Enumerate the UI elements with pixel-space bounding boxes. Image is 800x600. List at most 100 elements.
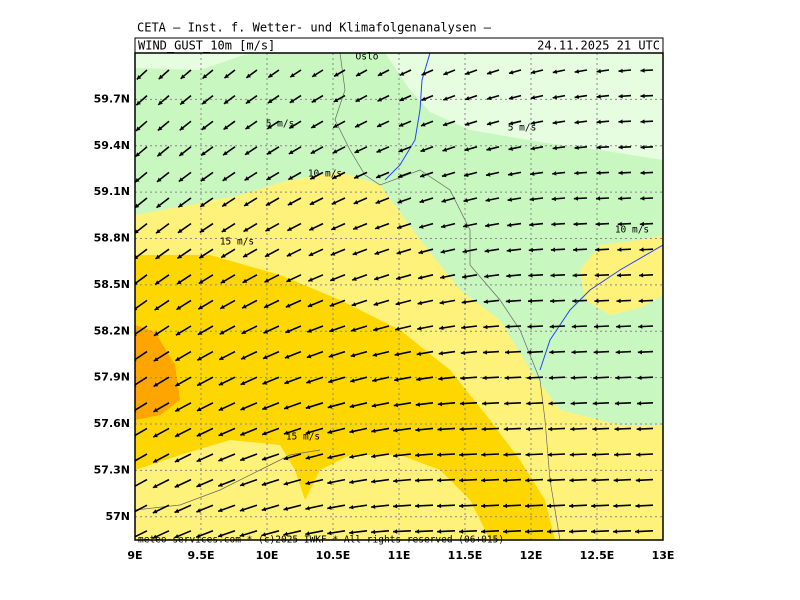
wind-arrow-head [617, 221, 622, 227]
contour-label: 5 m/s [266, 119, 295, 130]
wind-arrow-head [398, 122, 404, 127]
wind-arrow-head [399, 71, 405, 76]
wind-arrow-head [508, 171, 513, 177]
wind-arrow-head [328, 353, 334, 358]
wind-arrow-head [371, 529, 376, 535]
wind-arrow-head [503, 503, 508, 509]
wind-arrow-head [640, 144, 645, 150]
wind-arrow-head [396, 275, 401, 281]
wind-arrow-head [377, 97, 383, 102]
wind-arrow-head [283, 481, 289, 486]
wind-arrow-head [351, 302, 357, 307]
wind-arrow-head [179, 125, 185, 131]
wind-arrow-head [527, 298, 533, 304]
wind-arrow-head [551, 221, 556, 227]
wind-arrow-head [487, 95, 492, 101]
wind-arrow-head [569, 478, 574, 483]
wind-arrow-head [376, 174, 381, 179]
wind-arrow-head [371, 479, 376, 484]
wind-arrow-head [154, 331, 159, 336]
wind-arrow-head [637, 401, 642, 406]
wind-arrow-head [481, 478, 486, 483]
wind-arrow-head [219, 330, 225, 335]
wind-arrow-head [222, 176, 228, 181]
lat-tick-label: 57.6N [94, 417, 130, 430]
lat-tick-label: 59.4N [94, 139, 130, 152]
wind-arrow-head [377, 122, 382, 128]
wind-arrow-head [640, 119, 645, 124]
wind-arrow-head [197, 381, 202, 386]
wind-arrow-head [222, 202, 227, 207]
wind-arrow-head [592, 426, 597, 432]
wind-arrow-head [530, 95, 536, 100]
wind-arrow-head [596, 170, 601, 176]
wind-arrow-head [640, 68, 645, 73]
wind-arrow-head [240, 380, 246, 385]
wind-arrow-head [153, 458, 158, 463]
wind-arrow-head [552, 120, 558, 125]
wind-arrow-head [174, 508, 180, 513]
wind-arrow-head [420, 122, 426, 127]
wind-arrow-head [443, 96, 448, 101]
wind-arrow-head [415, 427, 420, 433]
wind-arrow-head [418, 249, 424, 255]
wind-arrow-head [421, 96, 427, 101]
wind-arrow-head [196, 533, 201, 538]
wind-arrow-head [375, 225, 380, 230]
wind-arrow-head [202, 99, 207, 105]
wind-arrow-head [485, 223, 490, 228]
wind-arrow-head [508, 120, 514, 126]
wind-arrow-shaft [135, 478, 148, 488]
contour-label: 5 m/s [508, 123, 537, 134]
wind-arrow-head [268, 73, 273, 78]
wind-arrow-head [482, 350, 488, 355]
contour-label: 15 m/s [220, 237, 254, 248]
wind-arrow-head [591, 478, 596, 483]
wind-arrow-head [437, 452, 442, 457]
wind-arrow-head [481, 503, 486, 509]
wind-arrow-head [244, 201, 249, 206]
wind-arrow-head [439, 325, 444, 331]
wind-arrow-head [639, 221, 645, 227]
wind-arrow-head [574, 170, 579, 176]
wind-arrow-head [327, 404, 333, 409]
wind-arrow-head [462, 249, 468, 254]
wind-arrow-head [442, 121, 448, 127]
wind-arrow-head [486, 146, 491, 152]
wind-arrow-head [640, 196, 645, 201]
lat-tick-label: 57N [105, 510, 130, 523]
wind-arrow-head [549, 349, 554, 355]
wind-arrow-head [530, 171, 535, 176]
wind-arrow-head [152, 509, 158, 514]
wind-arrow-head [349, 479, 354, 485]
wind-arrow-head [481, 452, 486, 457]
wind-arrow-head [442, 147, 448, 152]
wind-arrow-head [417, 326, 422, 331]
wind-arrow-head [153, 433, 158, 438]
wind-arrow-head [241, 355, 246, 360]
lat-tick-label: 58.2N [94, 324, 130, 337]
wind-arrow-head [548, 375, 554, 381]
wind-arrow-head [199, 253, 204, 259]
wind-arrow-head [529, 222, 534, 227]
wind-arrow-head [283, 430, 289, 435]
wind-arrow-head [635, 503, 640, 509]
wind-arrow-head [240, 431, 245, 436]
lat-tick-label: 57.3N [94, 463, 130, 476]
wind-arrow-head [636, 426, 641, 432]
wind-arrow-head [288, 149, 294, 154]
wind-arrow-head [547, 478, 552, 483]
wind-arrow-head [197, 330, 203, 335]
wind-arrow-head [552, 145, 557, 151]
wind-arrow-head [637, 375, 642, 381]
wind-arrow-head [573, 247, 578, 252]
wind-arrow-head [177, 228, 183, 233]
wind-arrow-head [136, 75, 142, 80]
wind-arrow-head [462, 274, 467, 279]
wind-arrow-head [244, 150, 250, 155]
wind-arrow-head [550, 247, 556, 252]
wind-arrow-head [616, 273, 622, 278]
wind-arrow-head [177, 254, 183, 259]
wind-arrow-head [393, 428, 398, 433]
wind-arrow-head [157, 151, 162, 157]
